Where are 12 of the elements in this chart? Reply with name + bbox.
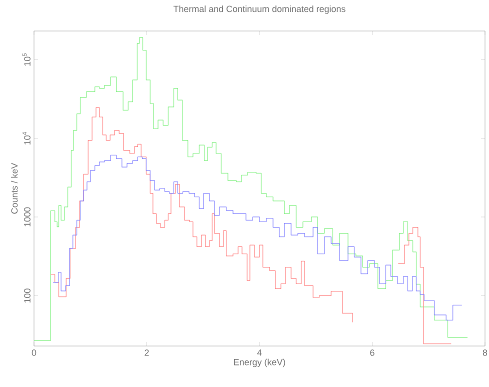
y-axis-title: Counts / keV [11, 162, 18, 214]
y-tick-label: 1000 [24, 207, 30, 226]
x-axis-title: Energy (keV) [234, 358, 286, 368]
chart-title: Thermal and Continuum dominated regions [173, 6, 346, 14]
y-tick-label: 10$^{4}$ [22, 132, 30, 144]
x-tick-label: 2 [144, 350, 149, 356]
x-tick-label: 4 [257, 350, 262, 356]
x-tick-label: 6 [370, 350, 374, 356]
x-tick-label: 0 [32, 350, 36, 356]
y-tick-label: 10$^{5}$ [22, 53, 30, 66]
x-tick-label: 8 [482, 350, 488, 356]
y-tick-label: 100 [24, 288, 30, 303]
